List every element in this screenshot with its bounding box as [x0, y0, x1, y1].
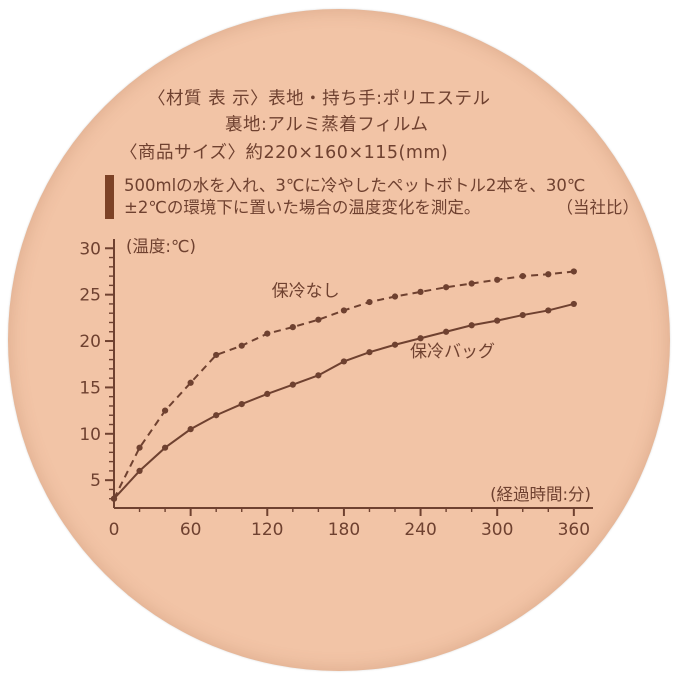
- series-marker-1: [366, 349, 373, 356]
- series-label-1: 保冷バッグ: [410, 342, 495, 362]
- series-marker-1: [136, 467, 143, 474]
- series-marker-0: [545, 271, 552, 278]
- series-marker-0: [366, 298, 373, 306]
- y-tick-label: 25: [79, 286, 101, 306]
- series-marker-0: [468, 280, 475, 287]
- series-marker-1: [264, 390, 271, 398]
- measurement-note: 500mlの水を入れ、3℃に冷やしたペットボトル2本を、30℃ ±2℃の環境下に…: [105, 175, 639, 219]
- series-line-1: [113, 302, 575, 500]
- label-circle-background: 〈材質 表 示〉表地・持ち手:ポリエステル 裏地:アルミ蒸着フィルム 〈商品サイ…: [8, 9, 670, 671]
- series-marker-0: [315, 316, 322, 323]
- series-marker-0: [213, 351, 220, 359]
- x-tick-label: 300: [481, 520, 513, 539]
- series-marker-0: [238, 342, 245, 349]
- y-tick-label: 20: [79, 332, 101, 352]
- series-marker-0: [289, 324, 296, 331]
- y-tick-label: 5: [90, 471, 101, 491]
- x-tick-label: 0: [109, 520, 120, 539]
- series-marker-1: [161, 444, 169, 451]
- note-line-2: ±2℃の環境下に置いた場合の温度変化を測定。: [124, 198, 481, 217]
- series-marker-0: [340, 307, 348, 314]
- material-spec-line: 〈材質 表 示〉表地・持ち手:ポリエステル: [148, 89, 491, 109]
- series-label-0: 保冷なし: [272, 282, 340, 302]
- series-marker-1: [315, 372, 322, 379]
- material-spec-lining-line: 裏地:アルミ蒸着フィルム: [225, 115, 429, 135]
- series-marker-1: [417, 335, 424, 342]
- y-tick-label: 15: [79, 378, 101, 398]
- series-marker-1: [340, 358, 348, 365]
- x-tick-label: 360: [558, 520, 590, 539]
- series-marker-1: [443, 328, 450, 335]
- series-marker-1: [213, 412, 220, 419]
- series-marker-0: [187, 379, 194, 386]
- series-marker-1: [468, 322, 475, 329]
- x-tick-label: 60: [180, 520, 202, 539]
- y-tick-label: 30: [79, 239, 101, 259]
- product-size-line: 〈商品サイズ〉約220×160×115(mm): [120, 143, 449, 163]
- series-marker-1: [519, 311, 526, 319]
- series-marker-0: [519, 273, 526, 280]
- series-marker-0: [264, 330, 271, 337]
- series-marker-0: [136, 444, 143, 451]
- x-tick-label: 240: [404, 520, 436, 539]
- series-marker-1: [238, 401, 245, 408]
- series-marker-1: [187, 426, 194, 433]
- note-line-1: 500mlの水を入れ、3℃に冷やしたペットボトル2本を、30℃: [124, 176, 586, 195]
- series-marker-0: [494, 276, 501, 283]
- note-text: 500mlの水を入れ、3℃に冷やしたペットボトル2本を、30℃ ±2℃の環境下に…: [124, 175, 639, 219]
- series-marker-1: [110, 495, 118, 502]
- series-marker-0: [417, 288, 424, 295]
- series-marker-1: [570, 300, 577, 308]
- series-line-0: [113, 270, 574, 500]
- x-tick-label: 180: [328, 520, 360, 539]
- series-marker-0: [161, 407, 169, 414]
- series-marker-1: [391, 341, 399, 348]
- series-marker-1: [494, 317, 501, 324]
- series-marker-0: [570, 268, 577, 275]
- y-tick-label: 10: [79, 425, 101, 445]
- series-marker-0: [391, 293, 399, 300]
- series-marker-0: [443, 284, 450, 291]
- y-axis-unit-label: (温度:℃): [126, 237, 196, 256]
- x-tick-label: 120: [251, 520, 283, 539]
- series-marker-1: [289, 381, 296, 388]
- series-marker-1: [545, 307, 552, 314]
- note-accent-bar: [105, 175, 114, 219]
- note-comparison-label: （当社比）: [556, 198, 640, 217]
- x-axis-unit-label: (経過時間:分): [490, 485, 591, 504]
